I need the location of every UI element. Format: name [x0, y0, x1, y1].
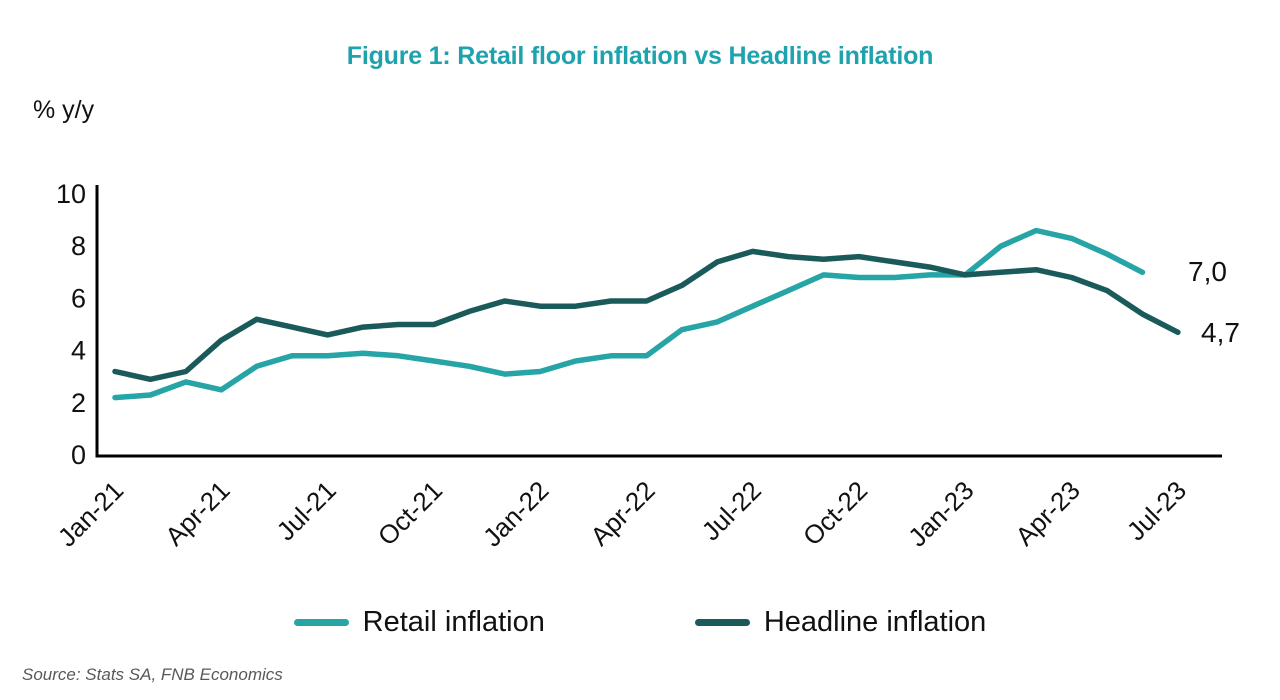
y-axis-tick-labels: 0 2 4 6 8 10 [56, 179, 86, 470]
legend: Retail inflation Headline inflation [0, 606, 1280, 639]
y-axis-tick-label: 0 [71, 440, 86, 470]
retail-inflation-line [112, 227, 1146, 401]
x-axis-tick-label: Apr-23 [1009, 475, 1085, 551]
y-axis-unit-label: % y/y [33, 96, 95, 124]
x-axis-tick-label: Oct-22 [797, 475, 873, 551]
x-axis-tick-label: Jan-22 [477, 475, 554, 552]
headline-series-end-value-label: 4,7 [1201, 317, 1240, 348]
y-axis-tick-label: 6 [71, 283, 86, 313]
y-axis-tick-label: 10 [56, 179, 86, 209]
x-axis-tick-label: Apr-22 [584, 475, 660, 551]
chart-title: Figure 1: Retail floor inflation vs Head… [346, 42, 934, 70]
x-axis-tick-label: Jan-23 [902, 475, 979, 552]
headline-line-swatch-icon [694, 619, 750, 626]
x-axis-tick-label: Jul-21 [271, 475, 342, 546]
headline-inflation-line [112, 248, 1181, 383]
legend-label-headline: Headline inflation [763, 606, 987, 638]
legend-item-headline-inflation: Headline inflation [694, 606, 987, 639]
x-axis-tick-label: Apr-21 [159, 475, 235, 551]
data-series-lines [112, 227, 1181, 401]
x-axis-tick-label: Jan-21 [52, 475, 129, 552]
x-axis-tick-label: Jul-22 [696, 475, 767, 546]
x-axis-tick-labels: Jan-21 Apr-21 Jul-21 Oct-21 Jan-22 Apr-22 Jul-… [52, 475, 1192, 552]
y-axis-tick-label: 4 [71, 336, 86, 366]
legend-label-retail: Retail inflation [362, 606, 545, 638]
x-axis-tick-label: Oct-21 [372, 475, 448, 551]
legend-item-retail-inflation: Retail inflation [293, 606, 545, 639]
retail-series-end-value-label: 7,0 [1188, 256, 1227, 287]
y-axis-tick-label: 8 [71, 231, 86, 261]
source-note: Source: Stats SA, FNB Economics [22, 665, 283, 684]
y-axis-tick-label: 2 [71, 388, 86, 418]
retail-line-swatch-icon [293, 619, 349, 626]
x-axis-tick-label: Jul-23 [1121, 475, 1192, 546]
